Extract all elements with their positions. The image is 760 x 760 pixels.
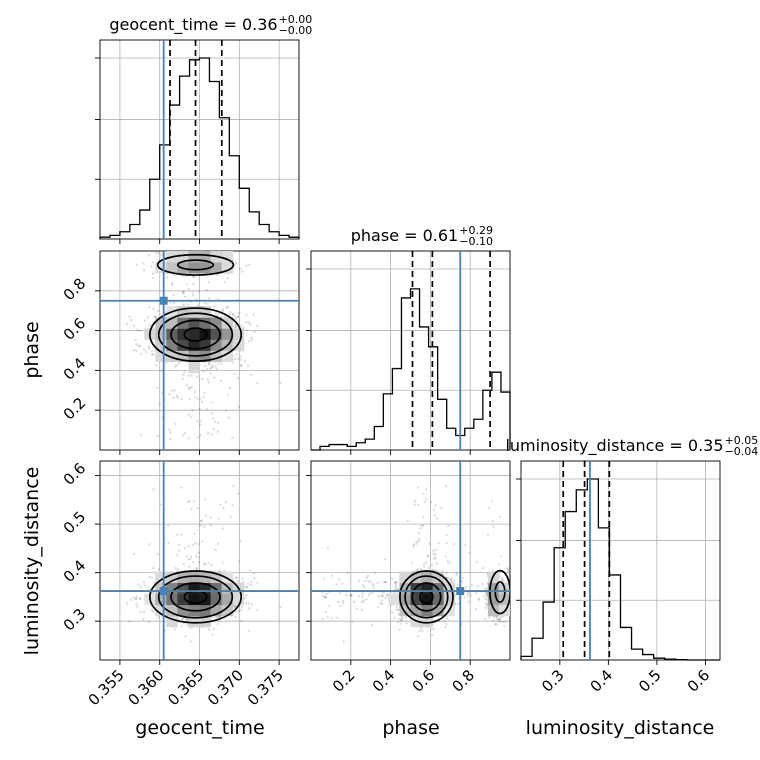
contour-line <box>157 312 234 357</box>
panel-phase-vs-geocent-time: 0.2 0.4 0.6 0.8 <box>60 250 300 455</box>
title-minus: −0.04 <box>725 445 759 458</box>
contour-line <box>170 319 221 350</box>
panel-frame <box>520 460 721 661</box>
panel-frame <box>310 460 511 661</box>
panel-frame <box>99 39 300 240</box>
contour-line <box>489 569 510 615</box>
title-minus: −0.00 <box>279 24 313 37</box>
y-tick-label: 0.4 <box>60 556 90 586</box>
x-tick-label: 0.4 <box>369 666 399 696</box>
x-tick-label: 0.8 <box>448 666 478 696</box>
x-tick-label: 0.370 <box>204 666 247 709</box>
panel-title: geocent_time = 0.36 <box>109 15 277 35</box>
panel-frame <box>310 250 511 451</box>
y-tick-label: 0.5 <box>60 508 90 538</box>
contour-line <box>399 570 454 624</box>
y-axis-label-phase: phase <box>21 321 43 378</box>
x-tick-label: 0.365 <box>164 666 207 709</box>
panel-title: phase = 0.61 <box>351 226 458 245</box>
panel-distance-hist: luminosity_distance = 0.35 +0.05−0.04 0.3 0… <box>505 434 758 696</box>
y-tick-label: 0.2 <box>60 394 90 424</box>
y-tick-label: 0.6 <box>60 459 90 489</box>
contour-line <box>156 253 235 276</box>
contour-line <box>183 327 208 342</box>
histogram-step <box>99 57 300 239</box>
y-tick-label: 0.8 <box>60 274 90 304</box>
contour-line <box>494 581 506 603</box>
x-tick-label: 0.355 <box>85 666 128 709</box>
contour-line <box>157 575 234 619</box>
x-tick-label: 0.3 <box>538 666 568 696</box>
y-tick-label: 0.3 <box>60 605 90 635</box>
joint-density <box>125 485 282 643</box>
truth-point <box>159 296 168 305</box>
title-plus: +0.05 <box>725 434 759 447</box>
x-tick-label: 0.375 <box>244 666 287 709</box>
title-minus: −0.10 <box>459 235 493 248</box>
contour-line <box>411 582 442 612</box>
x-tick-label: 0.2 <box>329 666 359 696</box>
joint-density <box>125 251 282 441</box>
histogram-step <box>520 478 720 661</box>
x-axis-label-phase: phase <box>382 717 439 739</box>
x-axis-label-geocent-time: geocent_time <box>135 717 264 739</box>
y-axis-label-luminosity-distance: luminosity_distance <box>21 467 43 656</box>
contour-line <box>148 570 243 624</box>
panel-phase-hist: phase = 0.61 +0.29−0.10 <box>306 224 511 455</box>
contour-line <box>404 575 449 619</box>
title-plus: +0.00 <box>279 13 313 26</box>
y-tick-label: 0.6 <box>60 314 90 344</box>
title-plus: +0.29 <box>459 224 493 237</box>
contour-line <box>176 259 215 271</box>
panel-distance-vs-phase: 0.2 0.4 0.6 0.8 <box>306 460 511 696</box>
truth-point <box>159 587 168 596</box>
x-tick-label: 0.5 <box>635 666 665 696</box>
x-tick-label: 0.6 <box>684 666 714 696</box>
contour-line <box>170 582 221 612</box>
x-axis-label-luminosity-distance: luminosity_distance <box>526 717 715 739</box>
histogram-step <box>311 288 511 451</box>
contour-line <box>148 307 243 362</box>
truth-point <box>456 587 465 596</box>
joint-density <box>320 485 510 643</box>
x-tick-label: 0.6 <box>409 666 439 696</box>
y-tick-label: 0.4 <box>60 354 90 384</box>
panel-frame <box>99 460 300 661</box>
panel-title: luminosity_distance = 0.35 <box>505 436 723 456</box>
panel-geocent-time-hist: geocent_time = 0.36 +0.00−0.00 <box>95 13 312 244</box>
x-tick-label: 0.4 <box>587 666 617 696</box>
x-tick-label: 0.360 <box>124 666 167 709</box>
